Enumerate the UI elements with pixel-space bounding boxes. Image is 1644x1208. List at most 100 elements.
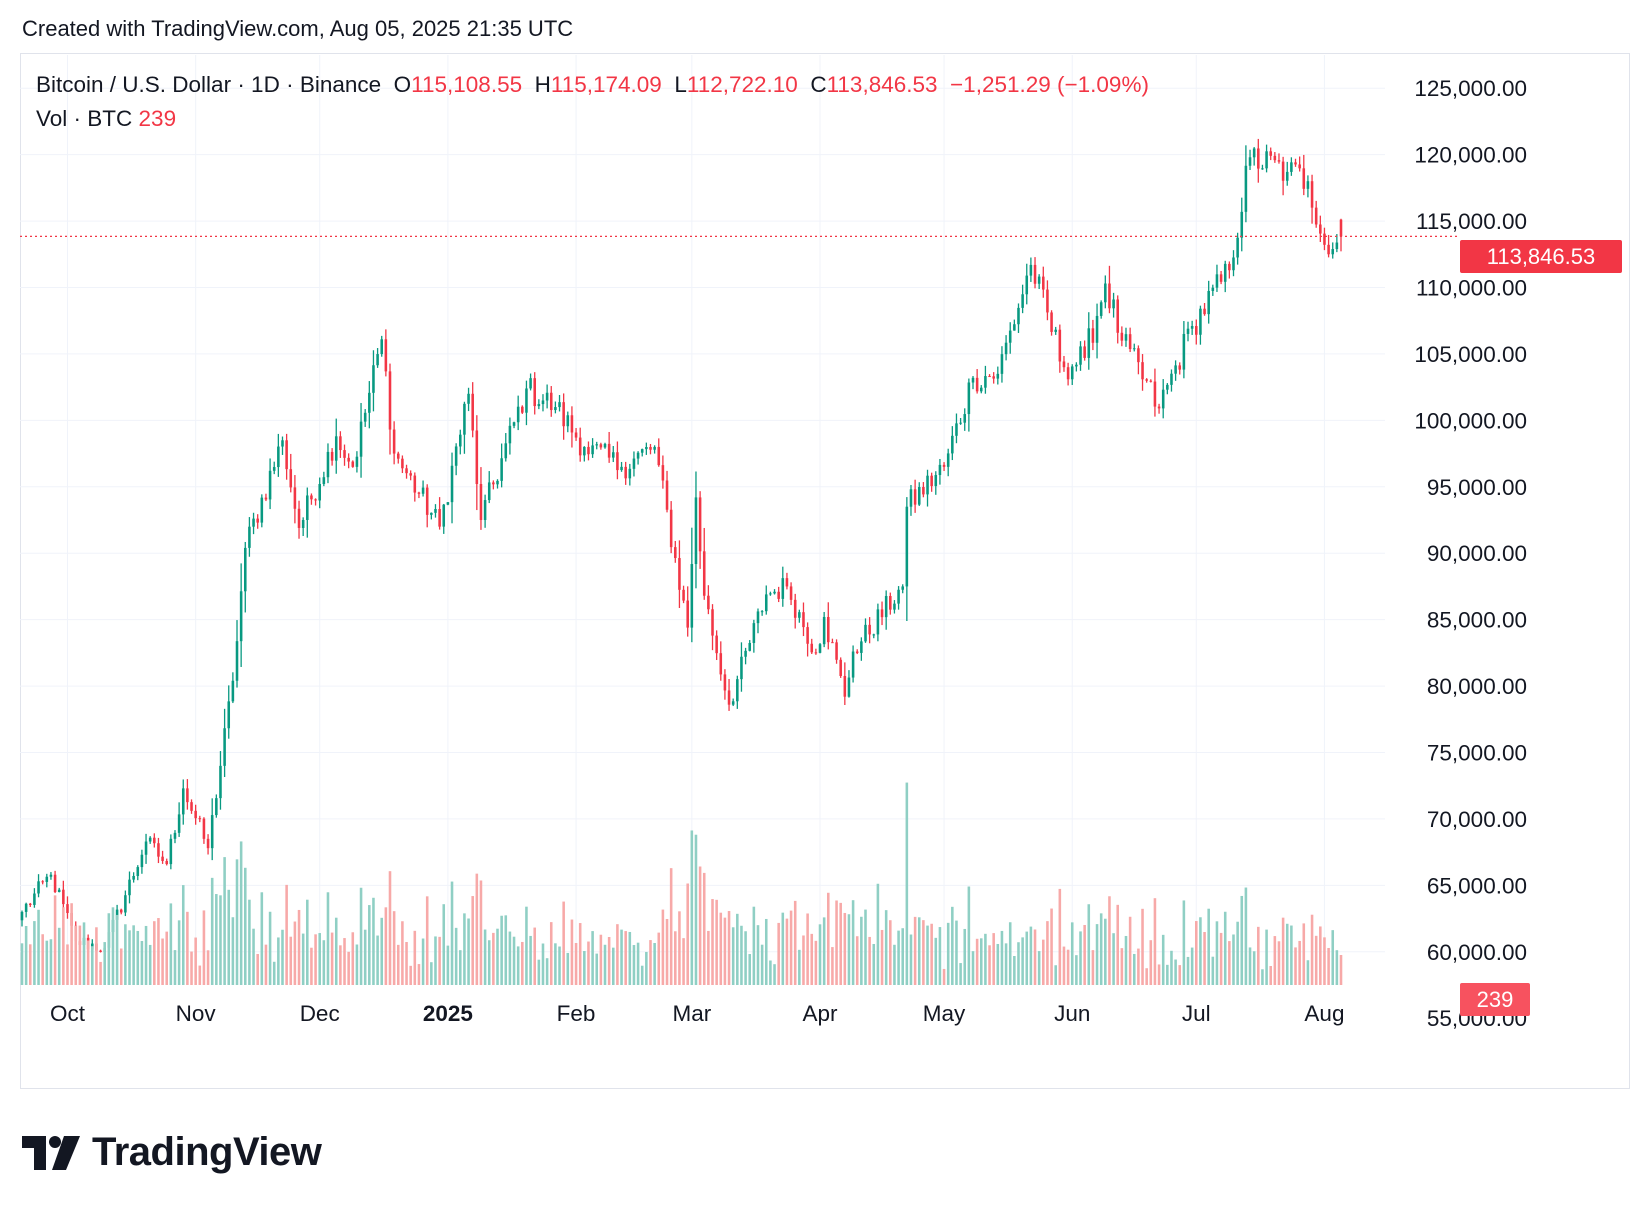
candle-body [926,475,929,495]
candle-body [310,495,313,500]
candle-body [1331,249,1335,255]
volume-bar [256,953,259,985]
candle-body [843,675,847,697]
volume-bar [1037,951,1041,985]
candle-body [698,497,702,552]
candle-body [1013,324,1016,331]
candle-body [475,430,479,485]
candle-body [57,889,61,893]
candle-body [500,458,503,481]
candle-body [587,446,590,455]
volume-bar [260,892,264,985]
volume-bar [1273,936,1277,985]
volume-bar [628,931,632,985]
volume-bar [1211,956,1215,985]
candle-body [1149,380,1153,382]
volume-bar [1178,965,1182,985]
volume-bar [769,960,772,985]
candle-body [640,449,644,453]
volume-bar [413,930,417,985]
volume-bar [368,905,371,985]
volume-bar [235,859,239,985]
volume-bar [657,932,661,985]
volume-bar [1207,908,1210,985]
candle-body [1108,283,1111,309]
candle-body [773,591,776,594]
candle-body [702,551,706,596]
candle-body [603,443,607,448]
volume-bar [822,917,826,985]
volume-bar [351,932,355,985]
candle-body [570,415,574,433]
candle-body [289,469,293,488]
candle-body [1083,346,1086,358]
volume-bar [454,927,458,985]
volume-bar [711,899,714,985]
volume-bar [252,928,255,985]
candle-body [37,881,40,894]
candle-body [181,788,185,815]
volume-bar [1257,926,1260,985]
volume-bar [115,914,119,985]
candle-body [454,446,458,466]
volume-bar [851,900,855,985]
volume-bar [810,933,814,985]
y-tick-label: 80,000.00 [1427,674,1527,699]
candle-body [343,450,346,458]
candle-body [628,468,632,479]
volume-bar [744,931,747,985]
candle-body [851,651,855,678]
candle-body [860,641,863,653]
candle-body [1145,379,1148,381]
volume-bar [731,927,735,985]
candle-body [483,500,487,520]
candle-body [1170,373,1173,385]
candle-body [942,464,946,467]
candle-body [1037,276,1041,284]
candle-body [554,407,557,411]
volume-bar [1046,921,1049,985]
volume-bar [785,918,789,985]
volume-bar [922,920,925,985]
volume-bar [78,925,82,985]
volume-bar [119,948,123,985]
candle-body [409,473,412,476]
candle-body [53,874,57,893]
volume-bar [603,944,607,985]
candle-body [496,480,499,485]
candle-body [1223,263,1227,282]
volume-bar [880,929,884,985]
volume-bar [694,834,698,985]
candle-body [901,586,904,590]
candle-body [45,876,49,882]
candle-body [740,656,743,680]
volume-bar [483,929,487,985]
volume-bar [549,922,553,985]
legend-close-label: C [810,72,827,97]
volume-bar [161,938,164,985]
candle-body [645,447,648,450]
candle-body [789,586,793,600]
candle-body [248,526,251,548]
volume-bar [136,930,140,985]
x-tick-label: Dec [300,1001,340,1026]
volume-bar [789,910,793,985]
volume-bar [653,942,656,985]
candle-body [1310,181,1314,208]
volume-bar [293,921,297,985]
candle-body [417,492,421,494]
volume-bar [521,941,524,985]
candle-body [442,504,446,527]
tradingview-logo[interactable]: TradingView [22,1130,322,1175]
candle-body [971,377,975,383]
candle-body [136,867,140,876]
volume-bar [210,877,214,985]
candle-body [227,701,231,729]
volume-bar [430,962,433,985]
candle-body [537,404,541,407]
y-tick-label: 75,000.00 [1427,741,1527,766]
volume-bar [132,925,135,985]
candle-body [157,843,160,857]
x-tick-label: Apr [803,1001,839,1026]
